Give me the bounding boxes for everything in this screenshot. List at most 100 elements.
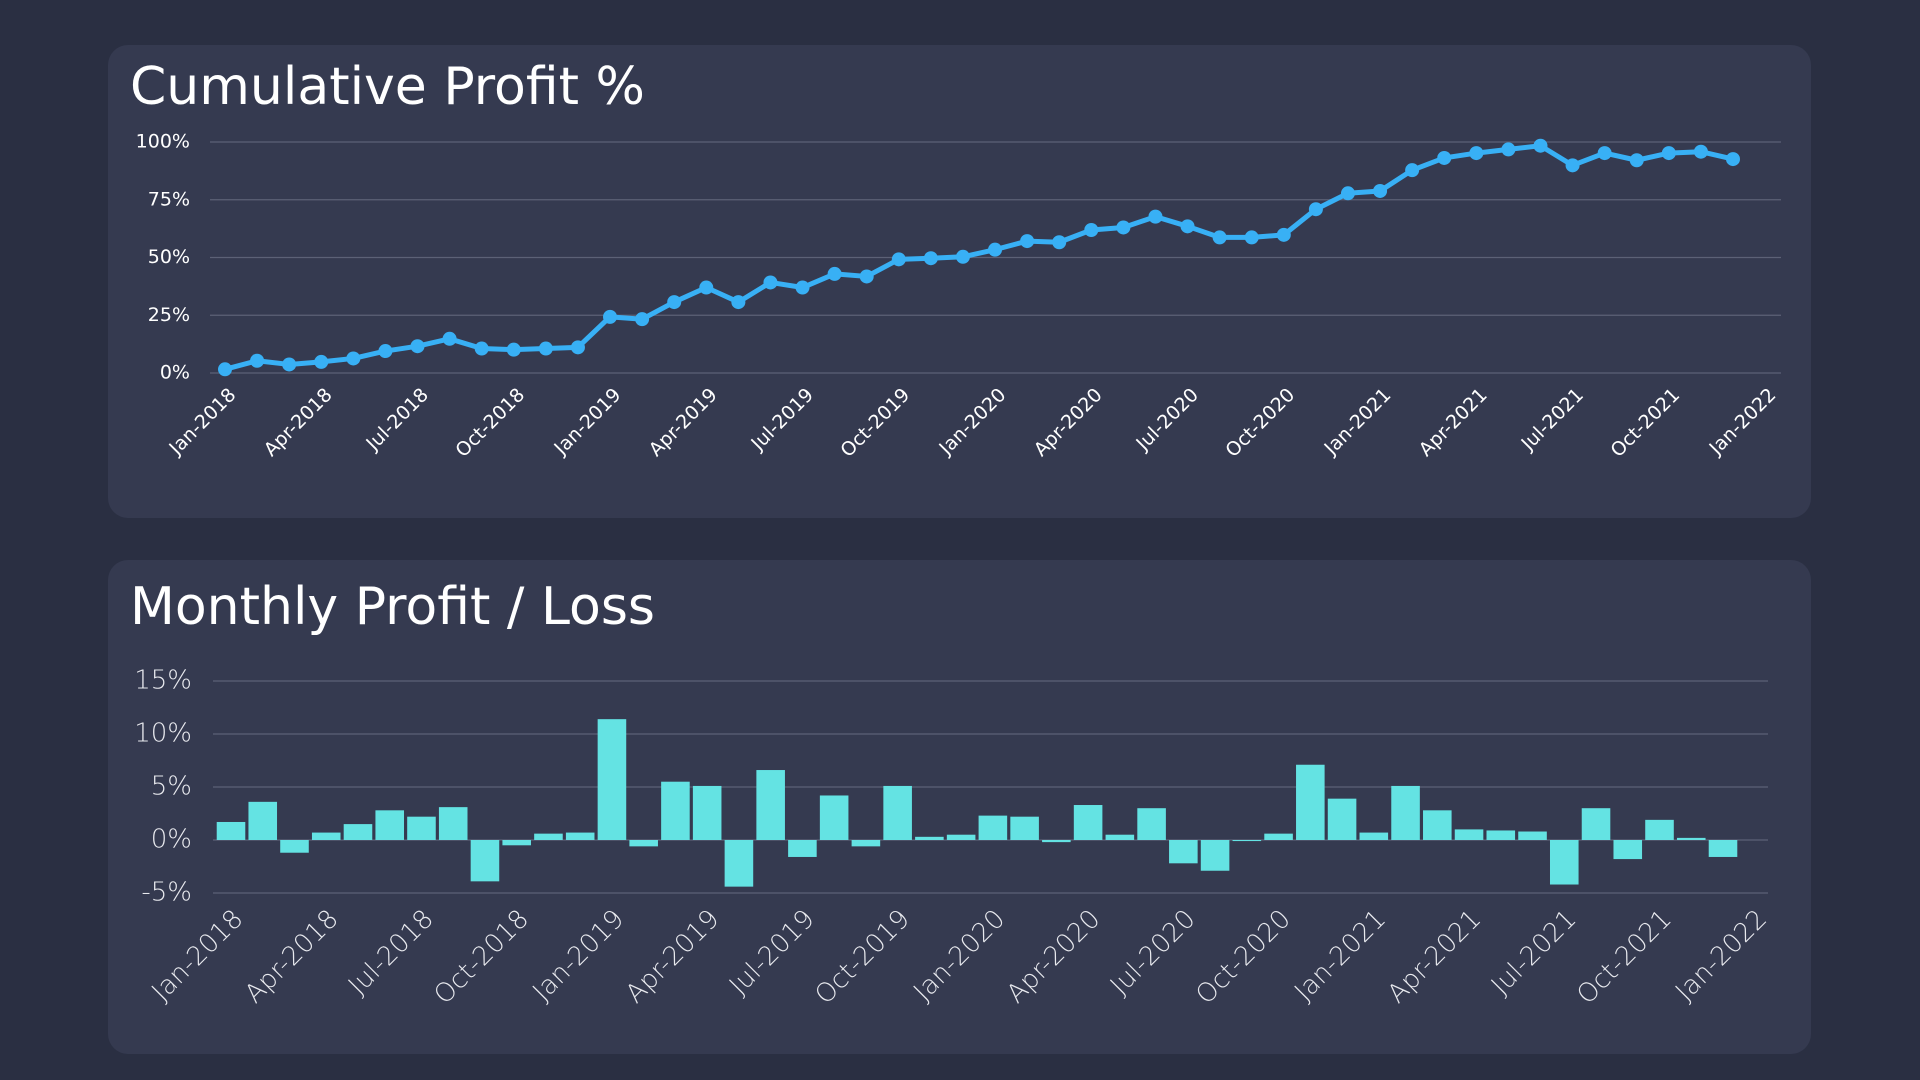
marker: [923, 251, 938, 266]
y-tick-label: 0%: [160, 362, 190, 384]
marker: [955, 249, 970, 264]
bar: [597, 719, 627, 840]
bar: [1137, 808, 1166, 840]
bar: [1169, 840, 1198, 864]
y-tick-label: 5%: [151, 772, 192, 802]
marker: [1373, 183, 1388, 198]
y-tick-label: 15%: [134, 666, 192, 696]
bar: [1613, 840, 1643, 860]
bar: [756, 770, 785, 840]
bar: [1200, 840, 1230, 871]
marker: [603, 309, 618, 324]
bar: [1391, 785, 1420, 840]
bar: [1232, 840, 1262, 842]
bar: [1486, 830, 1516, 840]
marker: [410, 339, 425, 354]
marker: [635, 312, 650, 327]
marker: [1308, 202, 1323, 217]
y-tick-label: 75%: [148, 188, 190, 210]
bar: [819, 795, 849, 840]
y-tick-label: 25%: [148, 304, 190, 326]
bar: [1105, 834, 1135, 840]
bar: [1264, 833, 1293, 840]
marker: [1276, 227, 1291, 242]
bar: [311, 832, 341, 840]
bar: [1454, 829, 1484, 840]
marker: [538, 341, 553, 356]
bar: [915, 836, 944, 840]
bar: [1645, 819, 1674, 840]
marker: [346, 351, 361, 366]
bar: [883, 785, 912, 840]
marker: [988, 242, 1003, 257]
bar: [375, 810, 405, 840]
marker: [250, 353, 265, 368]
marker: [859, 269, 874, 284]
marker: [1052, 235, 1067, 250]
y-tick-label: 0%: [151, 825, 192, 855]
y-tick-label: 10%: [134, 719, 192, 749]
marker: [1405, 163, 1420, 178]
marker: [1661, 146, 1676, 161]
bar: [407, 816, 436, 840]
marker: [1693, 144, 1708, 159]
marker: [1597, 146, 1612, 161]
bar: [946, 834, 976, 840]
y-tick-label: -5%: [141, 878, 192, 908]
bar: [788, 840, 817, 857]
marker: [442, 331, 457, 346]
marker: [1180, 219, 1195, 234]
marker: [1629, 153, 1644, 168]
bar: [629, 840, 658, 847]
bar: [724, 840, 754, 887]
bar: [502, 840, 531, 846]
bar: [1549, 840, 1579, 885]
marker: [314, 354, 329, 369]
bar: [438, 807, 468, 840]
marker: [731, 295, 746, 310]
bar: [343, 824, 373, 840]
marker: [1726, 152, 1740, 167]
bar: [1708, 840, 1738, 857]
marker: [282, 357, 297, 372]
panel: [108, 560, 1811, 1054]
bar: [1423, 810, 1452, 840]
bar: [1010, 816, 1039, 840]
marker: [667, 295, 682, 310]
marker: [1565, 158, 1580, 173]
marker: [763, 275, 778, 290]
marker: [1469, 146, 1484, 161]
bar: [851, 840, 881, 847]
y-tick-label: 50%: [148, 246, 190, 268]
bar: [1359, 832, 1389, 840]
marker: [891, 252, 906, 267]
bar: [1676, 837, 1706, 840]
marker: [570, 340, 585, 355]
chart-title: Cumulative Profit %: [130, 57, 645, 117]
bar: [1073, 805, 1103, 840]
marker: [1084, 223, 1099, 238]
marker: [827, 266, 842, 281]
panel: [108, 45, 1811, 518]
bar: [1518, 831, 1547, 840]
bar: [534, 833, 563, 840]
marker: [1437, 150, 1452, 165]
marker: [218, 362, 232, 377]
marker: [1501, 142, 1516, 157]
marker: [795, 280, 810, 295]
bar: [661, 781, 690, 840]
bar: [565, 832, 595, 840]
bar: [692, 785, 722, 840]
bar: [1327, 798, 1357, 840]
bar: [978, 815, 1008, 840]
marker: [474, 341, 489, 356]
marker: [1148, 209, 1163, 224]
marker: [1212, 230, 1227, 245]
chart-title: Monthly Profit / Loss: [130, 577, 655, 637]
bar: [1581, 808, 1611, 840]
bar: [470, 840, 500, 882]
marker: [1533, 138, 1548, 153]
bar: [1296, 764, 1325, 840]
